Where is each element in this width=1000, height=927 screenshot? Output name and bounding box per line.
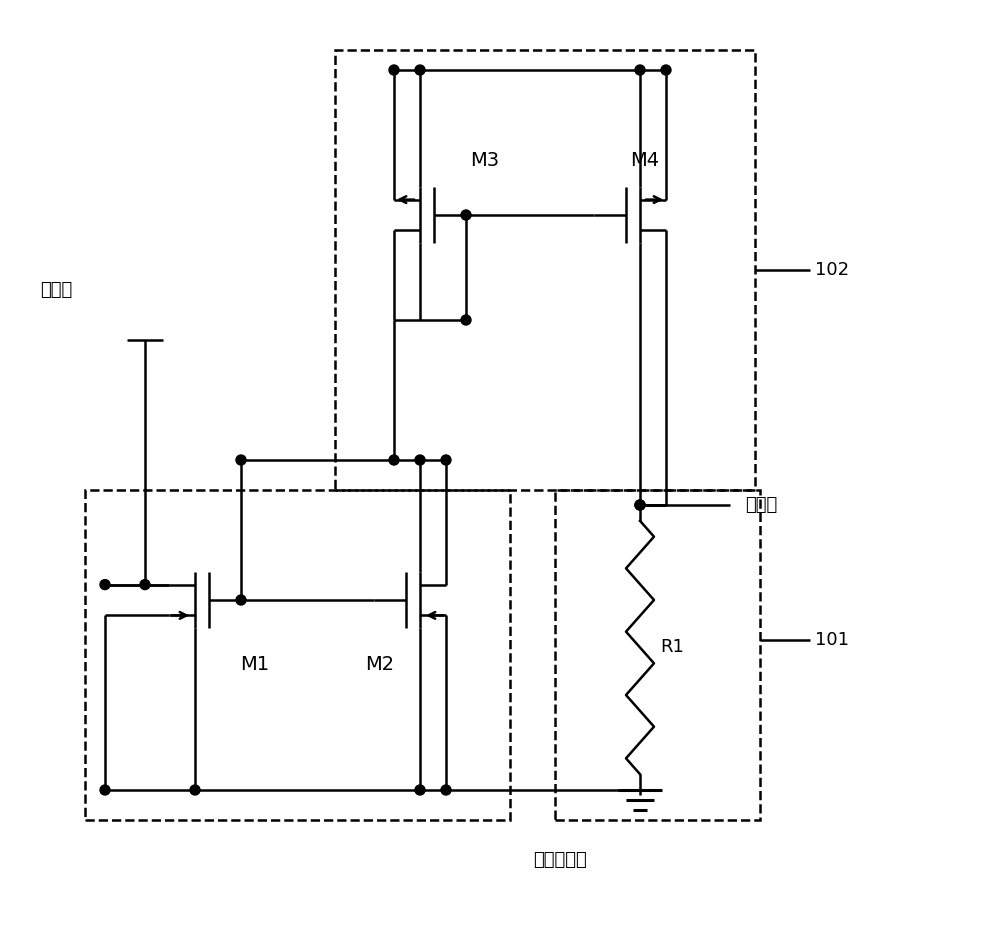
Text: 101: 101	[815, 631, 849, 649]
Text: M2: M2	[365, 655, 394, 675]
Bar	[335, 50, 755, 490]
Circle shape	[140, 579, 150, 590]
Circle shape	[415, 785, 425, 795]
Circle shape	[415, 455, 425, 465]
Text: 输入端: 输入端	[40, 281, 72, 299]
Circle shape	[635, 500, 645, 510]
Bar	[555, 490, 760, 820]
Text: M4: M4	[630, 150, 659, 170]
Circle shape	[461, 210, 471, 220]
Text: 第一电压端: 第一电压端	[533, 851, 587, 869]
Circle shape	[441, 785, 451, 795]
Circle shape	[661, 65, 671, 75]
Text: M1: M1	[240, 655, 269, 675]
Circle shape	[389, 455, 399, 465]
Bar	[85, 490, 510, 820]
Circle shape	[236, 455, 246, 465]
Text: 102: 102	[815, 261, 849, 279]
Circle shape	[441, 455, 451, 465]
Circle shape	[461, 315, 471, 325]
Circle shape	[635, 500, 645, 510]
Circle shape	[100, 785, 110, 795]
Circle shape	[100, 579, 110, 590]
Circle shape	[236, 595, 246, 605]
Circle shape	[635, 65, 645, 75]
Text: R1: R1	[660, 638, 684, 656]
Circle shape	[415, 65, 425, 75]
Text: 输出端: 输出端	[745, 496, 777, 514]
Text: M3: M3	[470, 150, 499, 170]
Circle shape	[389, 65, 399, 75]
Circle shape	[190, 785, 200, 795]
